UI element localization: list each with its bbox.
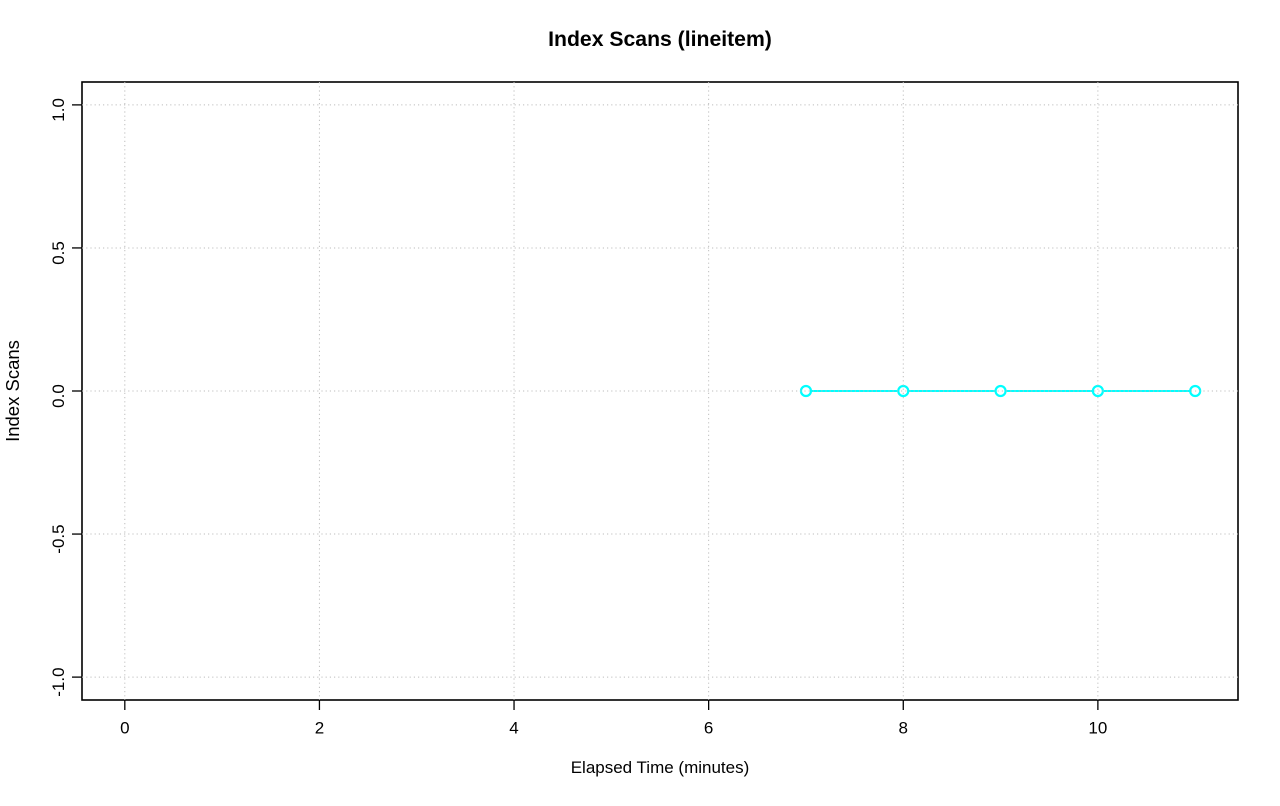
svg-text:8: 8 xyxy=(899,719,908,738)
svg-text:10: 10 xyxy=(1088,719,1107,738)
svg-text:2: 2 xyxy=(315,719,324,738)
svg-text:-1.0: -1.0 xyxy=(49,667,68,696)
svg-text:0: 0 xyxy=(120,719,129,738)
svg-text:-0.5: -0.5 xyxy=(49,524,68,553)
svg-text:0.0: 0.0 xyxy=(49,384,68,408)
svg-text:Elapsed Time (minutes): Elapsed Time (minutes) xyxy=(571,758,750,777)
svg-text:1.0: 1.0 xyxy=(49,98,68,122)
svg-text:6: 6 xyxy=(704,719,713,738)
svg-text:Index Scans (lineitem): Index Scans (lineitem) xyxy=(548,28,772,51)
svg-text:0.5: 0.5 xyxy=(49,241,68,265)
svg-text:Index Scans: Index Scans xyxy=(2,340,23,442)
svg-text:4: 4 xyxy=(509,719,518,738)
